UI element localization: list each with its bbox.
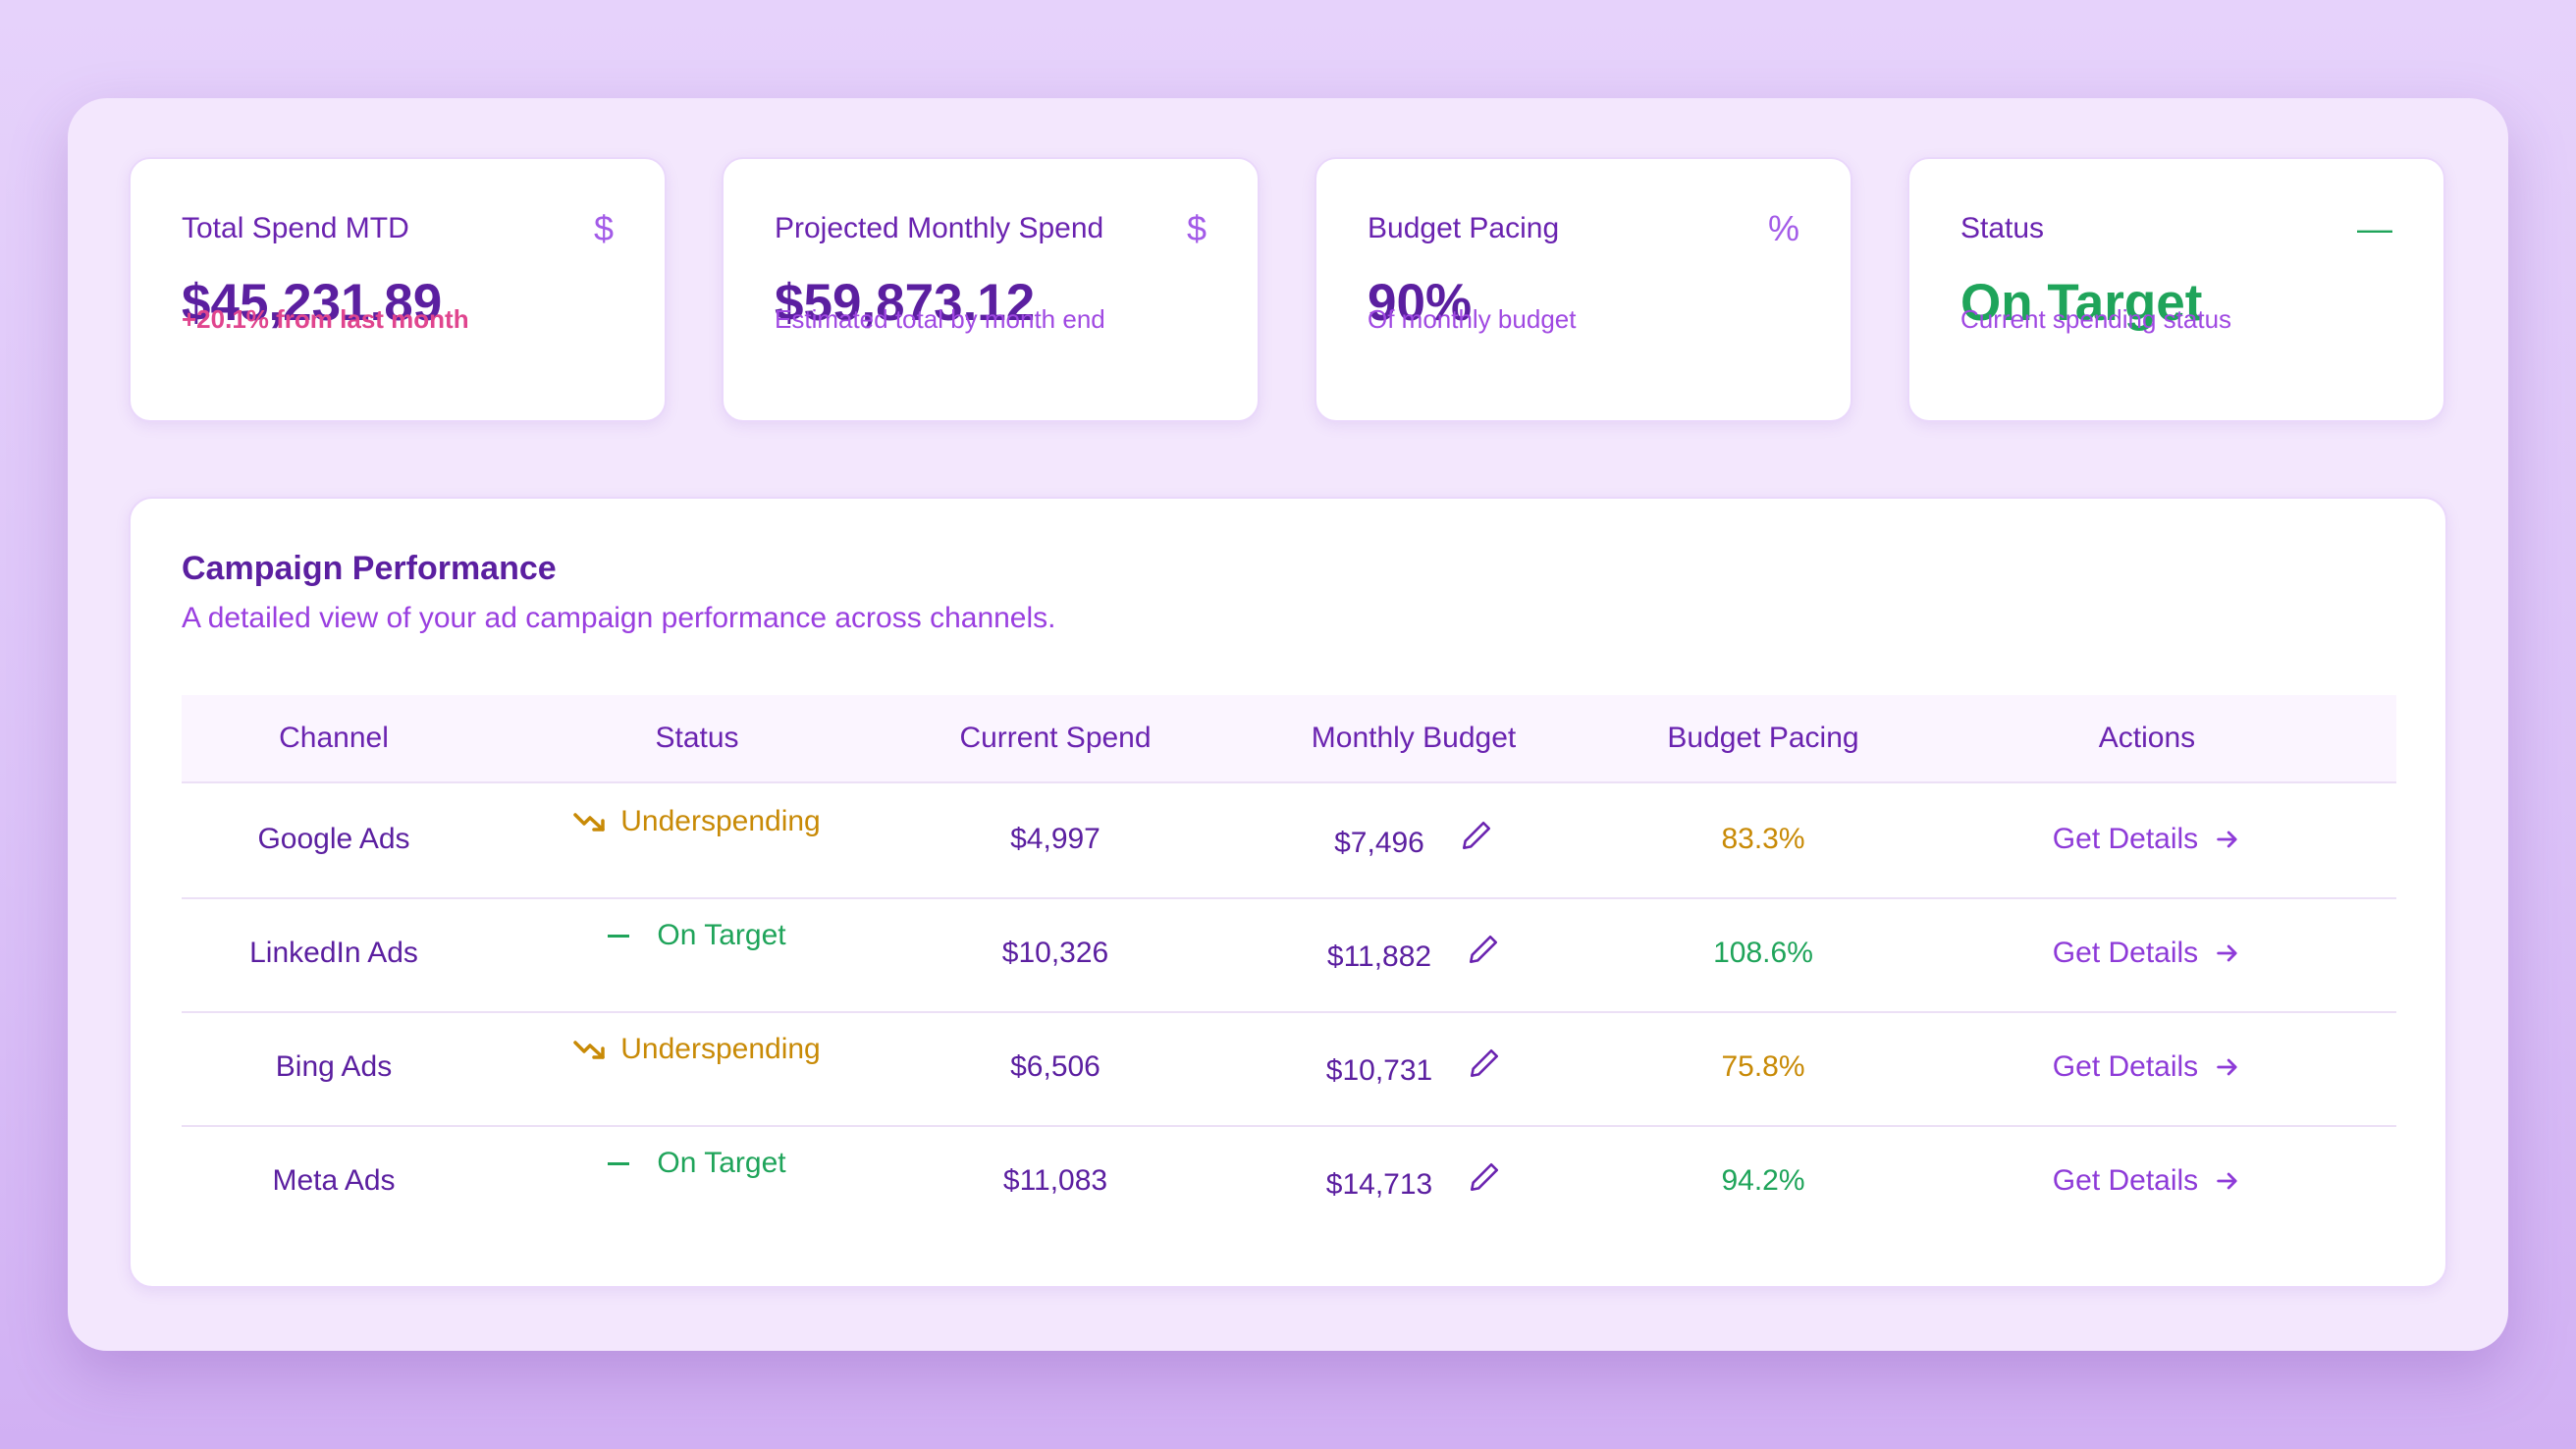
channel-name: Meta Ads	[272, 1164, 396, 1197]
get-details-label: Get Details	[2052, 823, 2199, 855]
current-spend: $4,997	[1010, 823, 1100, 855]
get-details-link[interactable]: Get Details	[1941, 823, 2353, 856]
pencil-icon[interactable]	[1460, 819, 1493, 860]
campaign-performance-card: Campaign Performance A detailed view of …	[129, 497, 2447, 1288]
dollar-icon: $	[1186, 208, 1207, 248]
trending-down-icon	[573, 1041, 605, 1059]
get-details-label: Get Details	[2052, 1050, 2199, 1083]
channel-name: Google Ads	[257, 823, 410, 855]
get-details-label: Get Details	[2052, 1164, 2199, 1197]
status-label: On Target	[657, 1147, 786, 1179]
card-value: $59,873.12	[775, 274, 1036, 332]
card-value: 90%	[1368, 274, 1473, 332]
monthly-budget: $14,713	[1325, 1168, 1433, 1201]
card-value: On Target	[1960, 274, 2203, 332]
card-subtitle: +20.1% from last month	[182, 304, 469, 334]
header-actions: Actions	[2098, 722, 2196, 754]
total-spend-card: Total Spend MTD $ $45,231.89 +20.1% from…	[129, 157, 667, 422]
dashboard-panel: Total Spend MTD $ $45,231.89 +20.1% from…	[68, 98, 2508, 1351]
monthly-budget: $10,731	[1325, 1054, 1433, 1087]
table-row: LinkedIn Ads On Target $10,326 $11,882 1…	[182, 897, 2396, 1013]
budget-cell: $11,882	[1242, 935, 1585, 974]
pencil-icon[interactable]	[1468, 1046, 1501, 1088]
budget-cell: $14,713	[1242, 1162, 1585, 1202]
trending-down-icon	[573, 813, 605, 832]
monthly-budget: $7,496	[1334, 827, 1424, 859]
status-cell: On Target	[525, 1147, 869, 1180]
status-label: On Target	[657, 919, 786, 951]
card-subtitle: Estimated total by month end	[775, 304, 1105, 334]
card-title: Budget Pacing	[1368, 212, 1560, 244]
budget-pacing: 83.3%	[1721, 823, 1805, 855]
table-row: Google Ads Underspending $4,997 $7,496 8…	[182, 783, 2396, 899]
section-title: Campaign Performance	[182, 550, 557, 587]
budget-pacing: 108.6%	[1713, 937, 1813, 969]
status-cell: On Target	[525, 919, 869, 952]
minus-icon	[608, 1161, 630, 1165]
header-status: Status	[655, 722, 739, 754]
get-details-link[interactable]: Get Details	[1941, 1050, 2353, 1084]
arrow-right-icon	[2217, 1172, 2237, 1190]
current-spend: $10,326	[1001, 937, 1109, 969]
pencil-icon[interactable]	[1468, 1160, 1501, 1202]
status-label: Underspending	[620, 1033, 821, 1065]
budget-cell: $10,731	[1242, 1048, 1585, 1088]
get-details-label: Get Details	[2052, 937, 2199, 969]
header-monthly-budget: Monthly Budget	[1311, 722, 1517, 754]
channel-name: LinkedIn Ads	[249, 937, 418, 969]
budget-pacing: 94.2%	[1721, 1164, 1805, 1197]
get-details-link[interactable]: Get Details	[1941, 1164, 2353, 1198]
status-cell: Underspending	[525, 1033, 869, 1066]
table-row: Meta Ads On Target $11,083 $14,713 94.2%…	[182, 1125, 2396, 1239]
table-row: Bing Ads Underspending $6,506 $10,731 75…	[182, 1011, 2396, 1127]
status-card: Status — On Target Current spending stat…	[1907, 157, 2445, 422]
current-spend: $6,506	[1010, 1050, 1100, 1083]
minus-icon: —	[2357, 208, 2392, 248]
budget-cell: $7,496	[1242, 821, 1585, 860]
card-subtitle: Current spending status	[1960, 304, 2232, 334]
budget-pacing: 75.8%	[1721, 1050, 1805, 1083]
table-header: Channel Status Current Spend Monthly Bud…	[182, 695, 2396, 783]
dollar-icon: $	[593, 208, 614, 248]
get-details-link[interactable]: Get Details	[1941, 937, 2353, 970]
header-current-spend: Current Spend	[959, 722, 1152, 754]
card-title: Projected Monthly Spend	[775, 212, 1104, 244]
header-channel: Channel	[279, 722, 389, 754]
arrow-right-icon	[2217, 1058, 2237, 1076]
card-title: Status	[1960, 212, 2045, 244]
minus-icon	[608, 934, 630, 938]
percent-icon: %	[1767, 208, 1799, 248]
arrow-right-icon	[2217, 831, 2237, 848]
current-spend: $11,083	[1002, 1164, 1108, 1197]
status-cell: Underspending	[525, 805, 869, 838]
section-subtitle: A detailed view of your ad campaign perf…	[182, 602, 1056, 634]
card-value: $45,231.89	[182, 274, 443, 332]
card-title: Total Spend MTD	[182, 212, 409, 244]
channel-name: Bing Ads	[275, 1050, 393, 1083]
projected-spend-card: Projected Monthly Spend $ $59,873.12 Est…	[722, 157, 1260, 422]
arrow-right-icon	[2217, 944, 2237, 962]
card-subtitle: Of monthly budget	[1368, 304, 1577, 334]
status-label: Underspending	[620, 805, 821, 837]
pencil-icon[interactable]	[1467, 933, 1500, 974]
header-budget-pacing: Budget Pacing	[1667, 722, 1859, 754]
budget-pacing-card: Budget Pacing % 90% Of monthly budget	[1315, 157, 1852, 422]
monthly-budget: $11,882	[1326, 940, 1432, 973]
